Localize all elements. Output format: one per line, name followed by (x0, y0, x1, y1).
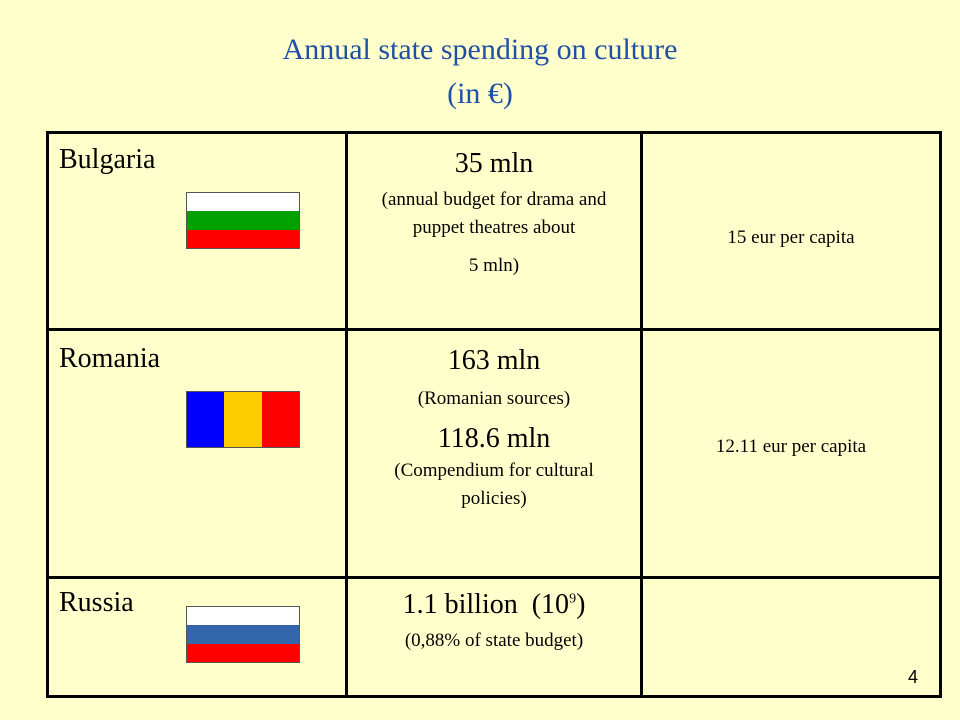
amount-note: (annual budget for drama and puppet thea… (381, 189, 607, 238)
amount-cell: 1.1 billion (109) (0,88% of state budget… (345, 576, 643, 698)
flag-stripe (187, 607, 299, 626)
country-name: Romania (59, 343, 161, 374)
amount-note: (Romanian sources) (417, 388, 571, 409)
flag-stripe (187, 392, 225, 447)
flag-stripe (261, 392, 299, 447)
per-capita-cell: 12.11 eur per capita (640, 328, 942, 579)
flag-stripe (187, 211, 299, 230)
per-capita-value: 15 eur per capita (727, 227, 855, 248)
title-line-1: Annual state spending on culture (282, 33, 678, 66)
country-cell: Romania (46, 328, 348, 579)
slide-number: 4 (907, 667, 918, 687)
amount-exponent-open: (10 (531, 589, 570, 620)
amount-note-2: 5 mln) (468, 255, 520, 276)
per-capita-cell (640, 576, 942, 698)
amount-note-2: (Compendium for cultural policies) (394, 460, 594, 509)
spending-table: Bulgaria 35 mln (annual budget for drama… (46, 131, 942, 698)
amount-cell: 163 mln (Romanian sources) 118.6 mln (Co… (345, 328, 643, 579)
per-capita-value: 12.11 eur per capita (715, 436, 867, 457)
amount-exponent-sup: 9 (569, 591, 577, 607)
amount-value: 35 mln (454, 148, 534, 179)
amount-exponent-close: ) (576, 589, 586, 620)
country-name: Russia (59, 587, 134, 618)
bulgaria-flag-icon (186, 192, 300, 249)
title-line-2: (in €) (447, 77, 513, 110)
romania-flag-icon (186, 391, 300, 448)
table-row-romania: Romania 163 mln (Romanian sources) 118.6… (46, 328, 942, 579)
flag-stripe (187, 229, 299, 248)
country-cell: Bulgaria (46, 131, 348, 331)
flag-stripe (187, 625, 299, 644)
amount-billion: 1.1 billion (402, 589, 518, 620)
amount-note: (0,88% of state budget) (404, 630, 584, 651)
flag-stripe (187, 193, 299, 212)
flag-stripe (187, 643, 299, 662)
amount-cell: 35 mln (annual budget for drama and pupp… (345, 131, 643, 331)
country-name: Bulgaria (59, 144, 156, 175)
per-capita-cell: 15 eur per capita (640, 131, 942, 331)
country-cell: Russia (46, 576, 348, 698)
amount-value: 163 mln (447, 345, 541, 376)
table-row-bulgaria: Bulgaria 35 mln (annual budget for drama… (46, 131, 942, 331)
russia-flag-icon (186, 606, 300, 663)
table-row-russia: Russia 1.1 billion (109) (0,88% of state… (46, 576, 942, 698)
amount-value: 1.1 billion (109) (348, 589, 640, 621)
flag-stripe (224, 392, 262, 447)
slide-title: Annual state spending on culture (in €) (0, 28, 960, 116)
amount-value-2: 118.6 mln (437, 423, 551, 454)
